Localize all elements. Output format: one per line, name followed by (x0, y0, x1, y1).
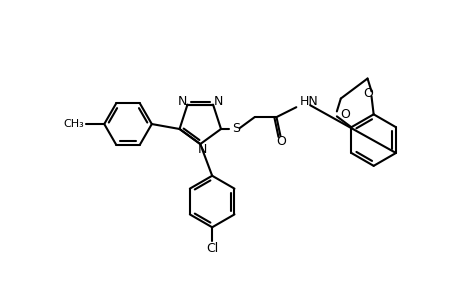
Text: O: O (276, 135, 286, 148)
Text: N: N (213, 95, 222, 108)
Text: S: S (231, 122, 239, 136)
Text: N: N (197, 142, 207, 155)
Text: O: O (363, 87, 373, 100)
Text: Cl: Cl (206, 242, 218, 255)
Text: N: N (178, 95, 187, 108)
Text: HN: HN (299, 95, 317, 108)
Text: CH₃: CH₃ (63, 119, 84, 129)
Text: O: O (339, 108, 349, 121)
